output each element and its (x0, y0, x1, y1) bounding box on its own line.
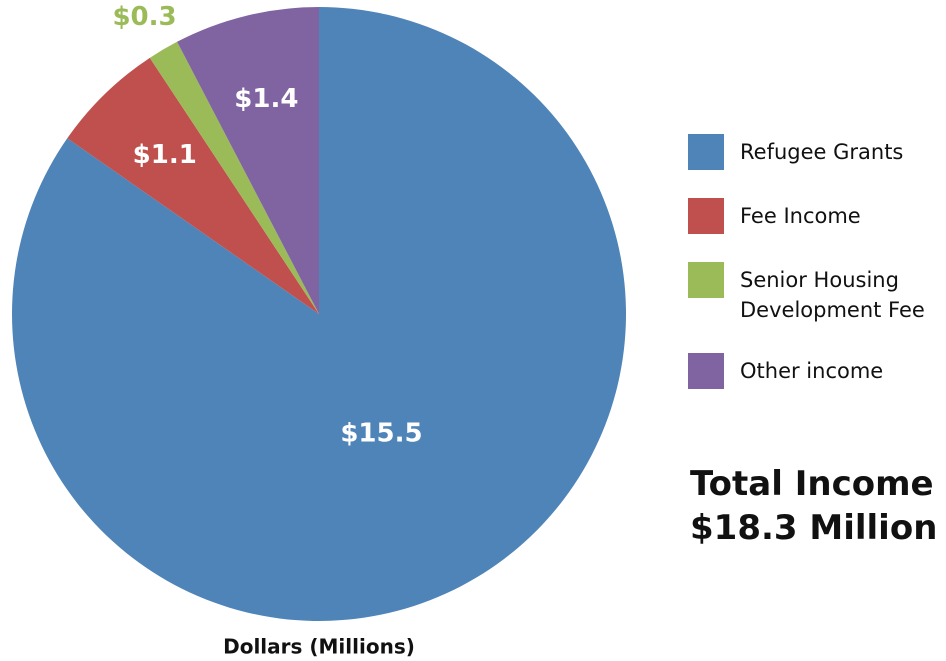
data-label: $1.1 (133, 140, 197, 170)
legend-item: Fee Income (688, 198, 946, 234)
annotation: Total Income (690, 464, 934, 504)
legend-item: Other income (688, 353, 946, 389)
legend-swatch (688, 134, 724, 170)
legend: Refugee Grants Fee Income Senior Housing D… (688, 134, 946, 417)
pie-slice (177, 7, 319, 314)
data-label: $0.3 (112, 2, 176, 32)
data-label: $15.5 (340, 418, 422, 448)
annotation: $18.3 Million (690, 508, 938, 548)
total: Total Income $18.3 Million (690, 462, 937, 550)
legend-label: Senior Housing Development Fee (740, 268, 925, 322)
pie-slice (12, 7, 627, 621)
legend-item: Refugee Grants (688, 134, 946, 170)
legend-item: Senior Housing Development Fee (688, 262, 946, 325)
pie-slice (67, 57, 319, 315)
legend-label: Fee Income (740, 204, 861, 228)
legend-label: Other income (740, 359, 884, 383)
pie-slice (149, 41, 319, 314)
axis-label: Dollars (Millions) (223, 635, 415, 659)
legend-label: Refugee Grants (740, 140, 904, 164)
legend-swatch (688, 262, 724, 298)
legend-swatch (688, 198, 724, 234)
legend-swatch (688, 353, 724, 389)
data-label: $1.4 (234, 84, 298, 114)
